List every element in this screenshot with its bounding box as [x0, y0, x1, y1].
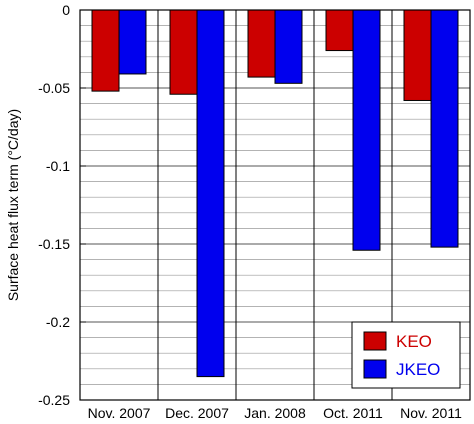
y-axis-label: Surface heat flux term (°C/day): [5, 109, 21, 301]
bar-jkeo-5: [430, 9, 459, 248]
y-tick-label: -0.2: [46, 314, 70, 330]
x-tick-label: Nov. 2011: [400, 405, 462, 421]
x-tick-label: Dec. 2007: [165, 405, 229, 421]
bar-keo-5: [403, 9, 432, 101]
y-tick-label: -0.1: [46, 158, 70, 174]
y-tick-label: -0.15: [38, 236, 70, 252]
y-tick-label: 0: [62, 2, 70, 18]
bar-jkeo-3: [274, 9, 303, 84]
x-axis-ticks: Nov. 2007 Dec. 2007 Jan. 2008 Oct. 2011 Nov.…: [88, 405, 462, 421]
x-tick-label: Jan. 2008: [244, 405, 306, 421]
bars: [91, 9, 459, 378]
y-axis-ticks: 0 -0.05 -0.1 -0.15 -0.2 -0.25: [38, 2, 86, 408]
legend-label-keo: KEO: [396, 332, 432, 351]
y-tick-label: -0.05: [38, 80, 70, 96]
bar-keo-1: [91, 9, 120, 92]
x-tick-label: Nov. 2007: [88, 405, 151, 421]
plot-frame: [79, 9, 471, 401]
bar-jkeo-2: [196, 9, 225, 378]
plot-border: [79, 9, 471, 401]
legend: KEO JKEO: [351, 321, 461, 389]
bar-jkeo-4: [352, 9, 381, 251]
bar-keo-4: [325, 9, 354, 52]
bar-keo-3: [247, 9, 276, 78]
legend-swatch-jkeo: [363, 359, 387, 379]
legend-label-jkeo: JKEO: [396, 360, 440, 379]
bar-keo-2: [169, 9, 198, 95]
y-tick-label: -0.25: [38, 392, 70, 408]
x-tick-label: Oct. 2011: [323, 405, 383, 421]
legend-swatch-keo: [363, 331, 387, 351]
bar-jkeo-1: [118, 9, 147, 75]
